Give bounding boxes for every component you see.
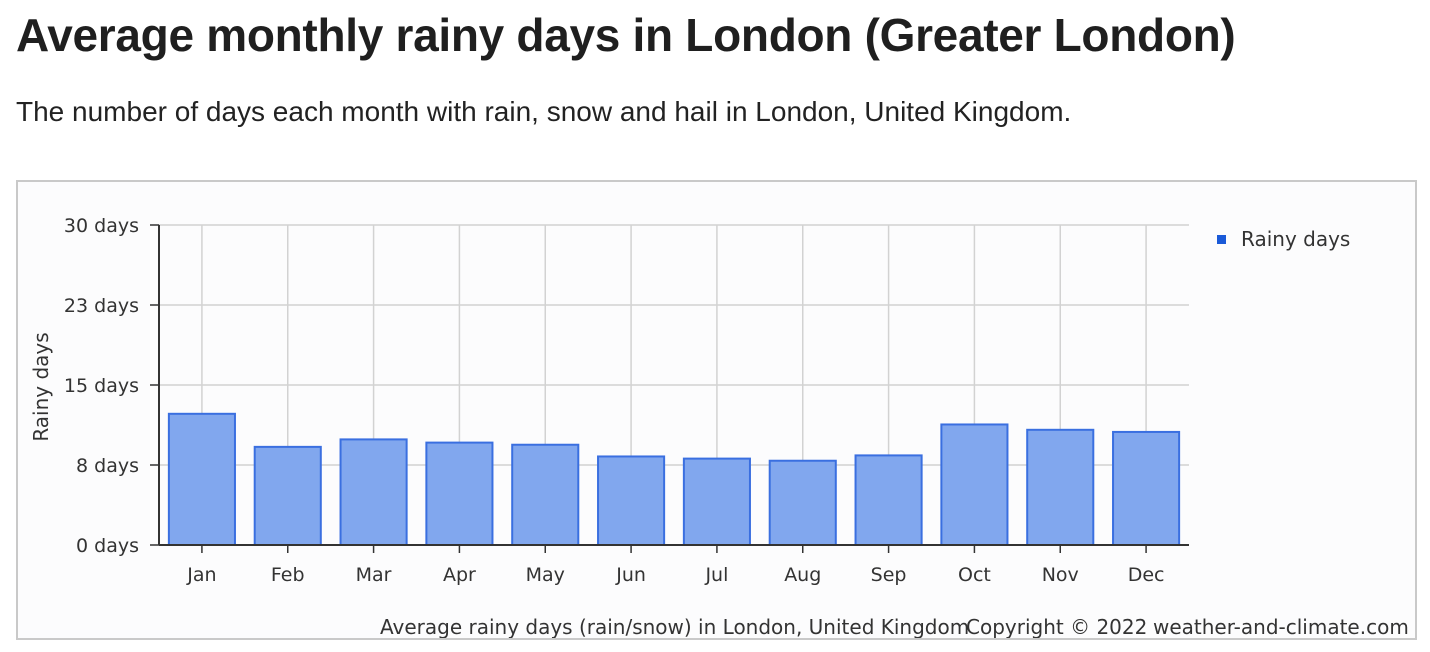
legend-marker [1217,235,1226,244]
x-tick-label: Dec [1128,564,1165,586]
bar-aug [768,459,837,547]
y-tick-label: 15 days [64,375,139,397]
bar-may [511,443,580,547]
x-tick-label: Jul [704,564,728,586]
y-tick-label: 8 days [76,455,139,477]
footer-caption: Average rainy days (rain/snow) in London… [380,615,969,638]
y-tick-label: 30 days [64,215,139,237]
bars [167,412,1181,547]
bar-jun [597,455,666,547]
footer-site: weather-and-climate.com [1153,615,1409,638]
bar-jul [682,457,751,547]
footer-copyright: Copyright © 2022 [966,615,1147,638]
x-tick-label: Nov [1042,564,1079,586]
x-tick-label: Apr [443,564,476,586]
bar-jan [167,412,236,546]
y-tick-label: 23 days [64,295,139,317]
x-tick-label: Mar [356,564,392,586]
bar-dec [1112,430,1181,546]
tick-labels: 0 days 8 days 15 days 23 days 30 days Jan Feb M… [64,215,1165,586]
bar-apr [425,441,494,547]
legend: Rainy days [1217,227,1350,251]
bar-oct [940,423,1009,546]
page-subtitle: The number of days each month with rain,… [16,96,1072,127]
x-tick-label: Jun [615,564,646,586]
page-title: Average monthly rainy days in London (Gr… [16,9,1236,61]
x-tick-label: Aug [784,564,821,586]
x-tick-label: May [526,564,565,586]
bar-feb [253,445,322,546]
bar-nov [1026,428,1095,546]
legend-label: Rainy days [1241,227,1350,251]
chart-footer: Average rainy days (rain/snow) in London… [380,615,1409,639]
y-tick-label: 0 days [76,535,139,557]
chart-frame: 0 days 8 days 15 days 23 days 30 days Jan Feb M… [16,180,1417,640]
x-tick-label: Feb [271,564,305,586]
x-tick-label: Jan [186,564,216,586]
bar-sep [854,454,923,546]
y-axis-title: Rainy days [29,332,53,441]
x-tick-label: Oct [958,564,991,586]
x-tick-label: Sep [871,564,907,586]
rainy-days-chart: 0 days 8 days 15 days 23 days 30 days Jan Feb M… [29,215,1409,639]
axes [150,224,1189,553]
bar-mar [339,438,408,546]
